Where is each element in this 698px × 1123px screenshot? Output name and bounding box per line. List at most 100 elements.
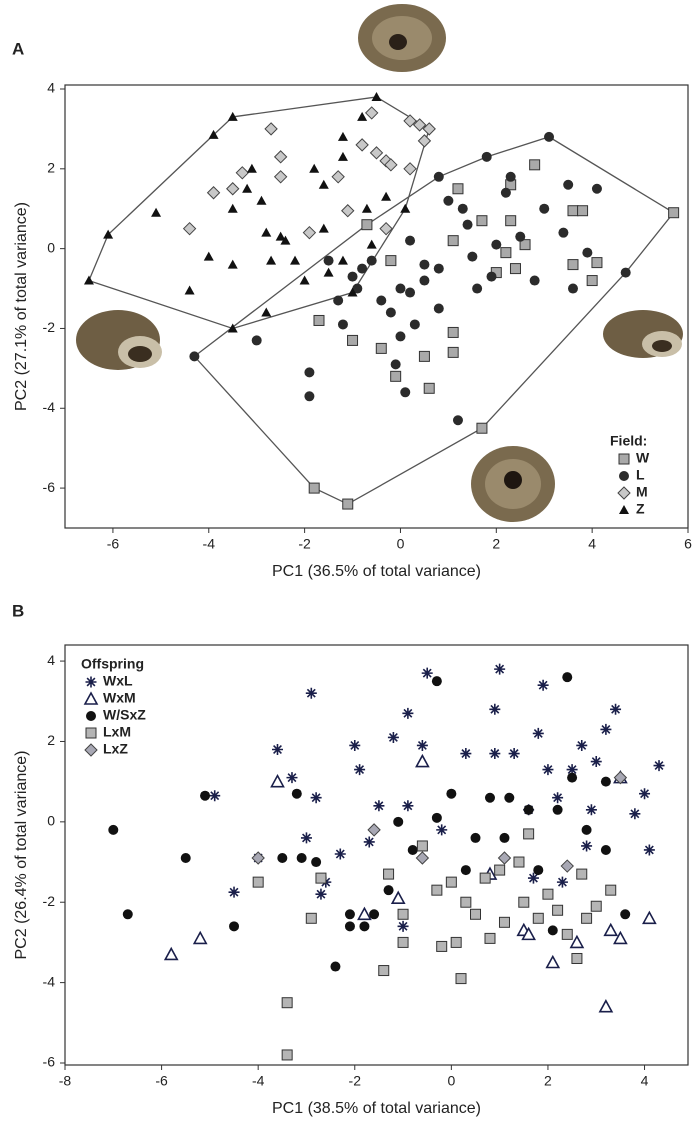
- point: [375, 342, 387, 354]
- point: [275, 231, 286, 241]
- point: [189, 351, 200, 362]
- point: [591, 183, 602, 194]
- point: [508, 748, 520, 760]
- point: [208, 129, 219, 139]
- point: [397, 936, 409, 948]
- point: [532, 912, 544, 924]
- point: [523, 804, 534, 815]
- point: [450, 936, 462, 948]
- point: [542, 764, 554, 776]
- point: [180, 853, 191, 864]
- point: [519, 239, 531, 251]
- point: [273, 150, 288, 164]
- convex-hull: [88, 96, 430, 330]
- y-tick-label: 4: [47, 652, 55, 668]
- point: [569, 934, 585, 949]
- point: [381, 191, 392, 201]
- legend-marker: [86, 711, 96, 721]
- point: [376, 295, 387, 306]
- point: [586, 275, 598, 287]
- point: [342, 498, 354, 510]
- x-tick-label: 2: [544, 1073, 552, 1089]
- x-tick-label: -6: [155, 1073, 168, 1089]
- point: [504, 792, 515, 803]
- point: [270, 773, 285, 788]
- point: [400, 203, 411, 213]
- point: [251, 335, 262, 346]
- point: [567, 259, 579, 271]
- point: [369, 909, 380, 920]
- point: [590, 900, 602, 912]
- point: [409, 319, 420, 330]
- point: [603, 922, 619, 937]
- point: [576, 739, 588, 751]
- point: [567, 283, 578, 294]
- point: [642, 910, 657, 925]
- point: [560, 859, 574, 873]
- point: [433, 263, 444, 274]
- point: [567, 205, 579, 217]
- point: [407, 844, 418, 855]
- point: [600, 723, 612, 735]
- y-tick-label: -2: [43, 319, 56, 335]
- point: [390, 370, 402, 382]
- snail-photo: [76, 310, 162, 370]
- point: [395, 283, 406, 294]
- point: [476, 215, 488, 227]
- point: [552, 792, 564, 804]
- point: [192, 930, 208, 945]
- x-tick-label: 4: [641, 1073, 649, 1089]
- point: [246, 163, 257, 173]
- point: [330, 961, 341, 972]
- panel-label: A: [12, 39, 24, 58]
- point: [333, 295, 344, 306]
- point: [305, 687, 317, 699]
- point: [484, 932, 496, 944]
- point: [445, 876, 457, 888]
- point: [397, 920, 409, 932]
- x-axis-label: PC1 (38.5% of total variance): [272, 1100, 481, 1117]
- point: [447, 326, 459, 338]
- point: [455, 973, 467, 985]
- point: [311, 857, 322, 868]
- panel-label: B: [12, 601, 24, 620]
- y-tick-label: 0: [47, 813, 55, 829]
- point: [613, 930, 628, 945]
- point: [108, 824, 119, 835]
- legend-marker: [618, 453, 630, 465]
- point: [390, 890, 406, 905]
- point: [491, 239, 502, 250]
- point: [341, 204, 355, 218]
- point: [281, 1049, 293, 1061]
- point: [331, 170, 345, 184]
- point: [228, 886, 240, 898]
- legend-label: W/SxZ: [103, 707, 146, 723]
- point: [668, 207, 680, 219]
- point: [227, 111, 238, 121]
- point: [235, 166, 250, 180]
- point: [383, 885, 394, 896]
- point: [552, 804, 563, 815]
- point: [577, 205, 589, 217]
- point: [581, 840, 593, 852]
- point: [613, 770, 628, 785]
- point: [494, 663, 506, 675]
- snail-photo: [603, 310, 683, 358]
- point: [415, 851, 430, 865]
- point: [347, 334, 359, 346]
- point: [443, 195, 454, 206]
- legend-title: Field:: [610, 433, 647, 449]
- point: [539, 203, 550, 214]
- point: [513, 856, 525, 868]
- point: [412, 118, 427, 132]
- point: [567, 772, 578, 783]
- point: [476, 422, 488, 434]
- point: [562, 672, 573, 683]
- point: [416, 739, 428, 751]
- point: [447, 346, 459, 358]
- point: [566, 764, 578, 776]
- point: [357, 906, 372, 921]
- point: [470, 908, 482, 920]
- x-tick-label: 0: [397, 536, 405, 552]
